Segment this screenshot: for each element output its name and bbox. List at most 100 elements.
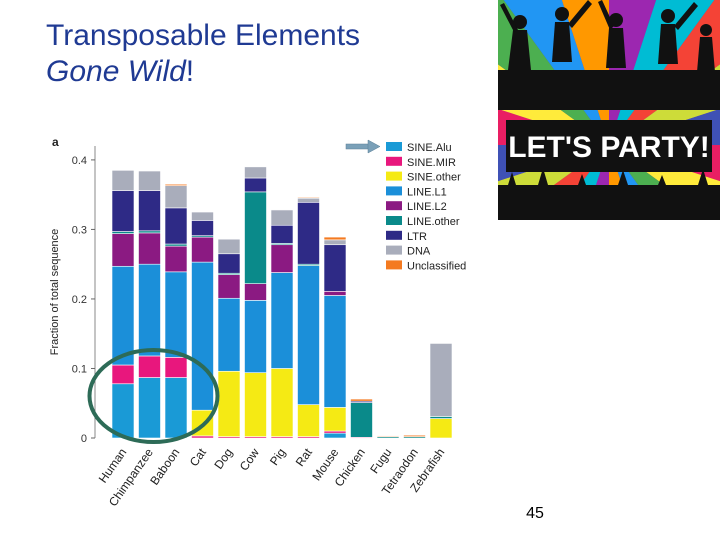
legend-label: LTR bbox=[407, 231, 427, 243]
y-tick-label: 0.1 bbox=[72, 363, 87, 375]
x-tick-label: Pig bbox=[267, 446, 288, 468]
bar-segment bbox=[111, 265, 135, 366]
legend: SINE.Alu SINE.MIR SINE.other LINE.L1 LINE.L2… bbox=[386, 142, 466, 272]
bar-segment bbox=[138, 263, 161, 357]
slide-title: Transposable Elements Gone Wild! bbox=[46, 18, 360, 90]
bar-segment bbox=[376, 435, 400, 438]
bar-segment bbox=[164, 243, 188, 247]
title-line-2: Gone Wild! bbox=[46, 54, 360, 90]
bar-segment bbox=[244, 300, 267, 373]
bar-segment bbox=[138, 355, 161, 378]
bar-segment bbox=[323, 239, 347, 246]
bars bbox=[111, 166, 453, 439]
legend-swatch bbox=[386, 260, 402, 270]
legend-label: SINE.Alu bbox=[407, 142, 452, 154]
title-exclamation: ! bbox=[185, 55, 195, 88]
legend-swatch bbox=[386, 171, 402, 181]
y-tick-label: 0.4 bbox=[72, 155, 87, 167]
y-axis: 0 0.1 0.2 0.3 0.4 bbox=[72, 146, 96, 445]
bar-segment bbox=[323, 244, 347, 292]
y-tick-label: 0.3 bbox=[72, 224, 87, 236]
bar-segment bbox=[403, 434, 426, 437]
bar-segment bbox=[164, 183, 188, 186]
bar-segment bbox=[111, 364, 135, 385]
legend-label: LINE.L1 bbox=[407, 186, 447, 198]
bar-segment bbox=[323, 291, 347, 296]
bar-segment bbox=[270, 368, 294, 437]
legend-swatch bbox=[386, 142, 402, 151]
legend-label: Unclassified bbox=[407, 260, 466, 272]
bar-segment bbox=[297, 404, 320, 437]
bar-segment bbox=[191, 220, 214, 236]
party-illustration: LET'S PARTY! bbox=[498, 0, 720, 220]
bar-segment bbox=[323, 295, 347, 408]
bar-segment bbox=[164, 357, 188, 378]
bar-segment bbox=[217, 253, 241, 274]
bar-segment bbox=[323, 407, 347, 432]
bar-segment bbox=[111, 233, 135, 267]
legend-label: SINE.MIR bbox=[407, 157, 456, 169]
x-tick-label: Cat bbox=[187, 445, 210, 469]
bar-segment bbox=[244, 166, 267, 179]
bar-segment bbox=[191, 211, 214, 221]
bar-segment bbox=[429, 418, 453, 439]
bar-segment bbox=[138, 170, 161, 191]
bar-segment bbox=[297, 197, 320, 199]
page-number: 45 bbox=[526, 505, 544, 522]
legend-swatch bbox=[386, 186, 402, 196]
te-fraction-chart: a Fraction of total sequence 00.10.20.30… bbox=[49, 135, 466, 508]
y-tick-label: 0 bbox=[81, 433, 87, 445]
bar-segment bbox=[323, 236, 347, 241]
bar-segment bbox=[111, 383, 135, 439]
bar-segment bbox=[111, 170, 135, 191]
arrow-shaft bbox=[345, 143, 371, 150]
bar-segment bbox=[244, 372, 267, 437]
bar-segment bbox=[164, 207, 188, 245]
bar-segment bbox=[217, 370, 241, 437]
legend-label: SINE.other bbox=[407, 172, 461, 184]
bar-segment bbox=[138, 190, 161, 232]
bar-segment bbox=[138, 230, 161, 234]
legend-swatch bbox=[386, 201, 402, 211]
legend-swatch bbox=[386, 156, 402, 166]
bar-segment bbox=[244, 191, 267, 284]
bar-segment bbox=[164, 245, 188, 273]
bar-segment bbox=[164, 185, 188, 209]
party-banner-text: LET'S PARTY! bbox=[508, 131, 710, 164]
bar-segment bbox=[217, 238, 241, 255]
bar-segment bbox=[191, 435, 214, 439]
x-tick-label: Cow bbox=[237, 445, 262, 473]
highlight-circle bbox=[87, 348, 220, 444]
bar-segment bbox=[350, 398, 373, 402]
bar-segment bbox=[164, 271, 188, 358]
legend-label: LINE.other bbox=[407, 216, 460, 228]
bar-segment bbox=[323, 430, 347, 434]
bar-segment bbox=[350, 402, 373, 438]
bar-segment bbox=[111, 190, 135, 232]
arrow-icon bbox=[345, 139, 381, 154]
x-tick-label: Dog bbox=[211, 446, 235, 472]
x-tick-label: Rat bbox=[293, 445, 316, 469]
bar-segment bbox=[191, 261, 214, 411]
legend-swatch bbox=[386, 216, 402, 225]
bar-segment bbox=[138, 232, 161, 265]
bar-segment bbox=[270, 272, 294, 369]
bar-segment bbox=[138, 377, 161, 439]
bar-segment bbox=[217, 274, 241, 299]
title-line-1: Transposable Elements bbox=[46, 19, 361, 52]
bar-segment bbox=[429, 416, 453, 419]
bar-segment bbox=[244, 283, 267, 301]
legend-swatch bbox=[386, 245, 402, 255]
title-italic-text: Gone Wild bbox=[46, 55, 186, 88]
bar-segment bbox=[217, 297, 241, 372]
bar-segment bbox=[270, 244, 294, 273]
bar-segment bbox=[191, 236, 214, 263]
bar-segment bbox=[270, 224, 294, 244]
legend-swatch bbox=[386, 230, 402, 240]
bar-segment bbox=[297, 197, 320, 203]
bar-segment bbox=[244, 177, 267, 193]
bar-segment bbox=[270, 209, 294, 226]
bar-segment bbox=[429, 343, 453, 417]
party-image: LET'S PARTY! bbox=[498, 0, 720, 220]
